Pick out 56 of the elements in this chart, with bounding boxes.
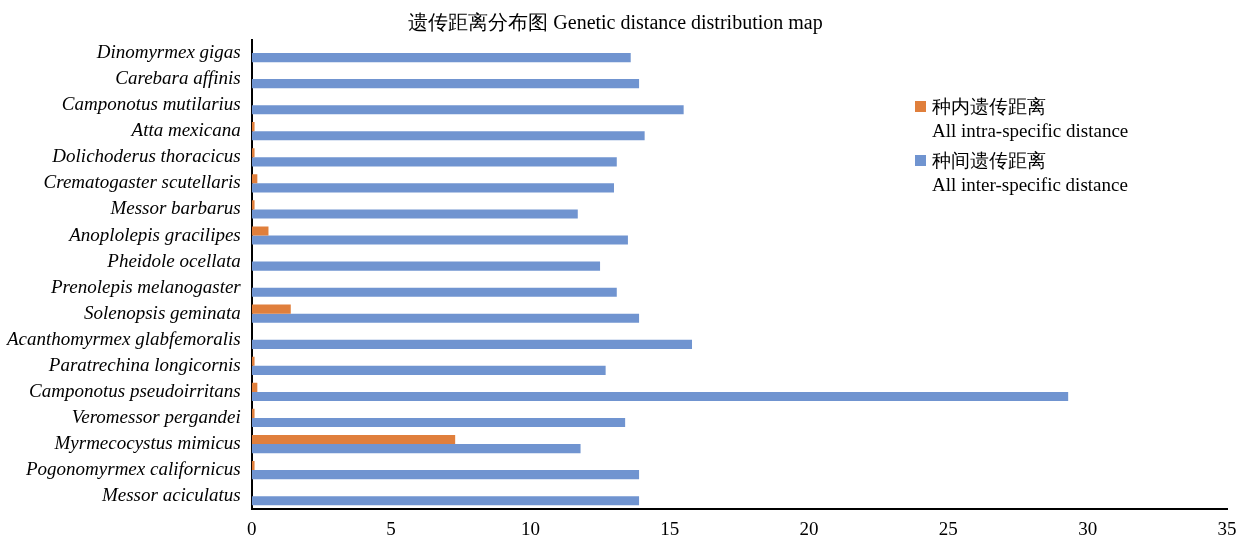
y-tick-label: Prenolepis melanogaster — [49, 275, 242, 297]
chart-title: 遗传距离分布图 Genetic distance distribution map — [408, 11, 823, 35]
bar — [251, 183, 614, 193]
bar — [251, 79, 640, 89]
y-tick-label: Paratrechina longicornis — [47, 353, 241, 375]
bar — [251, 460, 255, 471]
bar — [251, 434, 456, 445]
y-tick-label: Pheidole ocellata — [106, 249, 241, 271]
x-tick-label: 20 — [799, 517, 819, 539]
bar — [251, 313, 640, 323]
y-tick-label: Messor barbarus — [109, 197, 241, 219]
bar — [251, 122, 255, 132]
x-tick-label: 15 — [660, 517, 680, 539]
bar — [251, 226, 269, 236]
bar — [251, 148, 255, 158]
bar — [251, 356, 255, 366]
y-tick-label: Dinomyrmex gigas — [95, 41, 241, 63]
bar — [251, 157, 617, 167]
bar — [251, 408, 255, 418]
bar — [251, 496, 640, 506]
bar — [251, 209, 578, 219]
y-tick-label: Acanthomyrmex glabfemoralis — [5, 327, 241, 349]
y-tick-label: Solenopsis geminata — [84, 301, 241, 323]
y-tick-label: Carebara affinis — [115, 67, 241, 89]
bar — [251, 339, 693, 349]
bar — [251, 287, 617, 297]
y-tick-label: Crematogaster scutellaris — [43, 171, 241, 193]
x-tick-label: 0 — [247, 517, 257, 539]
bar — [251, 261, 601, 271]
bar — [251, 235, 628, 245]
y-tick-label: Atta mexicana — [129, 119, 241, 141]
y-tick-label: Anoplolepis gracilipes — [67, 223, 241, 245]
x-tick-label: 10 — [520, 517, 540, 539]
x-tick-label: 5 — [386, 517, 396, 539]
legend-label: 种间遗传距离 All inter-specific distance — [932, 149, 1128, 197]
legend-label: 种内遗传距离 All intra-specific distance — [932, 95, 1129, 143]
bar — [251, 304, 291, 314]
bar — [251, 417, 626, 428]
y-tick-label: Camponotus mutilarius — [61, 93, 241, 115]
bar — [251, 53, 631, 63]
bar — [251, 391, 1069, 402]
y-tick-label: Pogonomyrmex californicus — [25, 458, 241, 480]
x-tick-label: 35 — [1217, 517, 1237, 539]
bar — [251, 131, 645, 141]
y-tick-label: Messor aciculatus — [100, 484, 241, 506]
bar — [251, 470, 640, 480]
bar — [251, 105, 684, 115]
y-tick-label: Dolichoderus thoracicus — [51, 145, 241, 167]
bar — [251, 444, 581, 454]
y-tick-label: Myrmecocystus mimicus — [53, 432, 241, 454]
bar — [251, 200, 255, 210]
x-tick-label: 25 — [938, 517, 958, 539]
y-tick-label: Camponotus pseudoirritans — [29, 379, 241, 401]
y-tick-label: Veromessor pergandei — [71, 405, 241, 427]
x-tick-label: 30 — [1078, 517, 1098, 539]
bar — [251, 365, 606, 375]
